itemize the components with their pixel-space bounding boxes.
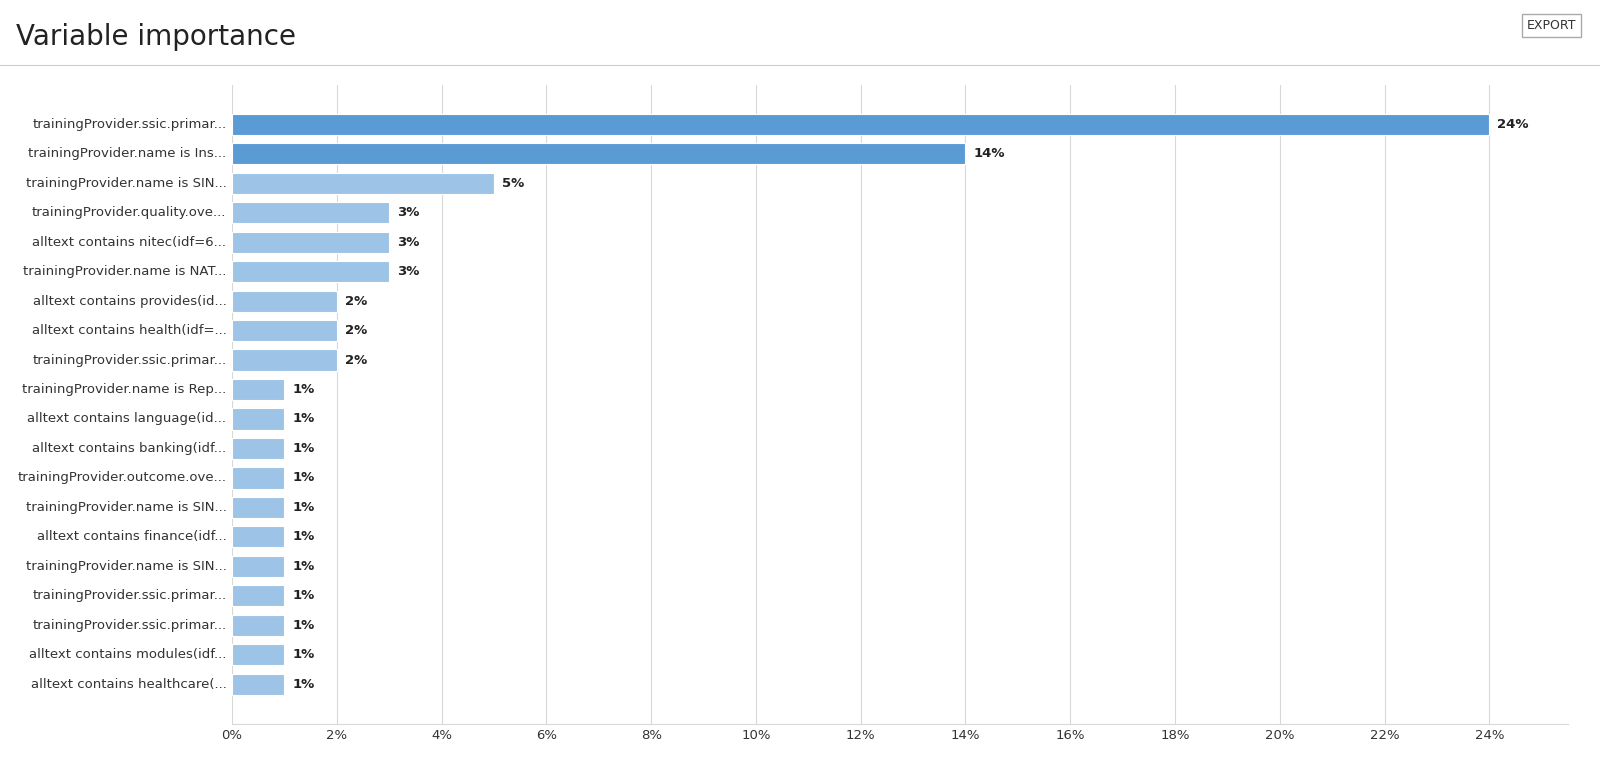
Text: 1%: 1% bbox=[293, 619, 315, 631]
Text: 2%: 2% bbox=[344, 324, 366, 337]
Bar bbox=[232, 438, 285, 459]
Bar bbox=[232, 556, 285, 577]
Text: 1%: 1% bbox=[293, 560, 315, 573]
Bar bbox=[232, 644, 285, 665]
Text: 24%: 24% bbox=[1498, 118, 1528, 131]
Bar bbox=[232, 585, 285, 606]
Bar bbox=[232, 674, 285, 695]
Text: 1%: 1% bbox=[293, 471, 315, 484]
Bar bbox=[232, 350, 336, 370]
Text: 3%: 3% bbox=[397, 206, 419, 219]
Text: 1%: 1% bbox=[293, 442, 315, 455]
Bar bbox=[232, 232, 389, 253]
Text: 14%: 14% bbox=[973, 147, 1005, 160]
Text: 1%: 1% bbox=[293, 648, 315, 661]
Text: 2%: 2% bbox=[344, 295, 366, 308]
Text: 1%: 1% bbox=[293, 500, 315, 514]
Text: 1%: 1% bbox=[293, 383, 315, 396]
Text: 1%: 1% bbox=[293, 589, 315, 602]
Text: 3%: 3% bbox=[397, 236, 419, 249]
Bar bbox=[232, 320, 336, 341]
Text: 1%: 1% bbox=[293, 678, 315, 691]
Text: 2%: 2% bbox=[344, 353, 366, 367]
Bar bbox=[232, 467, 285, 488]
Bar bbox=[232, 379, 285, 400]
Text: 5%: 5% bbox=[502, 177, 525, 189]
Bar bbox=[232, 614, 285, 636]
Text: 3%: 3% bbox=[397, 265, 419, 278]
Bar bbox=[232, 497, 285, 518]
Bar bbox=[232, 203, 389, 223]
Bar bbox=[232, 526, 285, 547]
Text: 1%: 1% bbox=[293, 531, 315, 544]
Text: EXPORT: EXPORT bbox=[1526, 19, 1576, 32]
Text: 1%: 1% bbox=[293, 413, 315, 426]
Bar bbox=[232, 290, 336, 312]
Bar bbox=[232, 408, 285, 430]
Bar bbox=[232, 172, 494, 194]
Bar bbox=[232, 261, 389, 283]
Bar bbox=[232, 114, 1490, 135]
Bar bbox=[232, 143, 965, 165]
Text: Variable importance: Variable importance bbox=[16, 23, 296, 51]
